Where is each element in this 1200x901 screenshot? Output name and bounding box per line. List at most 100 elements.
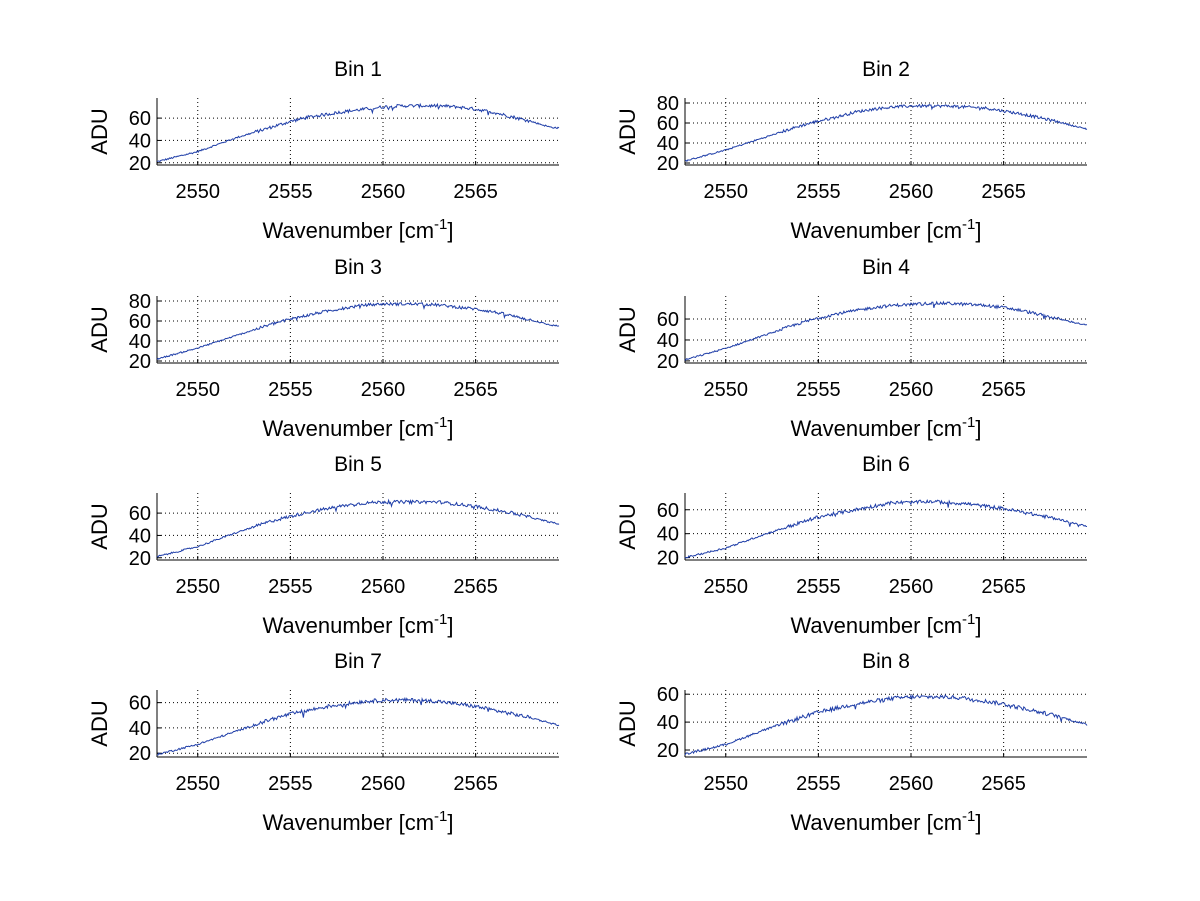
y-tick-label: 20 (657, 351, 679, 373)
series-line-bin-8 (684, 693, 1088, 756)
series-line-bin-3 (156, 301, 560, 360)
x-tick-label: 2560 (361, 773, 406, 795)
x-axis-label: Wavenumber [cm-1] (262, 216, 453, 243)
x-axis-label-text: Wavenumber [cm (262, 416, 434, 441)
y-tick-label: 20 (129, 548, 151, 570)
y-tick-label: 20 (129, 743, 151, 765)
x-tick-label: 2565 (981, 576, 1026, 598)
x-axis-label: Wavenumber [cm-1] (790, 414, 981, 441)
series-line-bin-7 (156, 696, 560, 756)
x-axis-label-superscript: -1 (434, 808, 447, 825)
x-axis-label-text: Wavenumber [cm (790, 416, 962, 441)
x-tick-label: 2565 (453, 379, 498, 401)
series-line-bin-4 (684, 300, 1088, 361)
y-tick-label: 60 (657, 113, 679, 135)
y-tick-label: 20 (657, 153, 679, 175)
y-tick-label: 40 (129, 718, 151, 740)
x-tick-label: 2555 (796, 576, 841, 598)
x-tick-label: 2555 (796, 181, 841, 203)
x-axis-label-superscript: -1 (962, 216, 975, 233)
x-axis-label-suffix: ] (447, 810, 453, 835)
x-tick-label: 2560 (889, 379, 934, 401)
x-axis-label-superscript: -1 (962, 414, 975, 431)
x-axis-label-superscript: -1 (434, 611, 447, 628)
x-tick-label: 2565 (981, 181, 1026, 203)
x-tick-label: 2560 (889, 181, 934, 203)
x-tick-label: 2560 (889, 576, 934, 598)
x-axis-label: Wavenumber [cm-1] (790, 808, 981, 835)
x-tick-label: 2565 (453, 576, 498, 598)
x-tick-label: 2560 (361, 181, 406, 203)
x-axis-label-text: Wavenumber [cm (790, 613, 962, 638)
x-tick-label: 2550 (176, 576, 221, 598)
x-axis-label-suffix: ] (975, 613, 981, 638)
y-axis-label: ADU (87, 306, 112, 352)
x-tick-label: 2560 (889, 773, 934, 795)
y-axis-label: ADU (615, 108, 640, 154)
y-tick-label: 40 (657, 330, 679, 352)
y-tick-label: 40 (129, 525, 151, 547)
x-tick-label: 2560 (361, 379, 406, 401)
x-axis-label-suffix: ] (975, 416, 981, 441)
x-axis-label-suffix: ] (975, 810, 981, 835)
y-axis-label: ADU (615, 306, 640, 352)
x-axis-label-text: Wavenumber [cm (790, 218, 962, 243)
x-tick-label: 2555 (268, 576, 313, 598)
x-tick-label: 2550 (704, 576, 749, 598)
subplot-title: Bin 6 (862, 453, 910, 476)
subplot-title: Bin 2 (862, 58, 910, 81)
subplot-title: Bin 8 (862, 650, 910, 673)
y-tick-label: 60 (129, 503, 151, 525)
x-tick-label: 2555 (796, 379, 841, 401)
x-tick-label: 2550 (176, 379, 221, 401)
x-axis-label-superscript: -1 (962, 808, 975, 825)
x-tick-label: 2555 (268, 379, 313, 401)
y-tick-label: 20 (129, 351, 151, 373)
x-axis-label-text: Wavenumber [cm (262, 218, 434, 243)
y-axis-label: ADU (87, 503, 112, 549)
x-tick-label: 2550 (704, 181, 749, 203)
y-axis-label: ADU (87, 108, 112, 154)
subplot-bin-7: Bin 7 2550 2555 2560 2565 20 40 60 Wavenumber [c… (87, 650, 560, 835)
y-tick-label: 60 (129, 311, 151, 333)
x-tick-label: 2565 (981, 379, 1026, 401)
x-tick-label: 2565 (453, 181, 498, 203)
x-tick-label: 2555 (268, 181, 313, 203)
series-line-bin-1 (156, 102, 560, 163)
x-tick-label: 2555 (268, 773, 313, 795)
y-axis-label: ADU (615, 700, 640, 746)
subplot-title: Bin 7 (334, 650, 382, 673)
y-axis-label: ADU (615, 503, 640, 549)
x-tick-label: 2550 (176, 181, 221, 203)
series-line-bin-5 (156, 498, 560, 558)
x-tick-label: 2550 (176, 773, 221, 795)
x-tick-label: 2550 (704, 773, 749, 795)
x-axis-label: Wavenumber [cm-1] (262, 611, 453, 638)
x-axis-label-superscript: -1 (434, 414, 447, 431)
x-axis-label-text: Wavenumber [cm (262, 613, 434, 638)
y-tick-label: 80 (129, 291, 151, 313)
subplot-title: Bin 4 (862, 256, 910, 279)
subplot-title: Bin 3 (334, 256, 382, 279)
x-axis-label-suffix: ] (447, 613, 453, 638)
x-axis-label: Wavenumber [cm-1] (790, 216, 981, 243)
y-tick-label: 60 (129, 693, 151, 715)
x-axis-label: Wavenumber [cm-1] (790, 611, 981, 638)
y-tick-label: 60 (657, 309, 679, 331)
x-tick-label: 2560 (361, 576, 406, 598)
x-tick-label: 2555 (796, 773, 841, 795)
x-axis-label-suffix: ] (447, 218, 453, 243)
y-tick-label: 60 (657, 500, 679, 522)
y-tick-label: 60 (657, 684, 679, 706)
subplot-title: Bin 5 (334, 453, 382, 476)
x-axis-label: Wavenumber [cm-1] (262, 414, 453, 441)
y-tick-label: 60 (129, 108, 151, 130)
